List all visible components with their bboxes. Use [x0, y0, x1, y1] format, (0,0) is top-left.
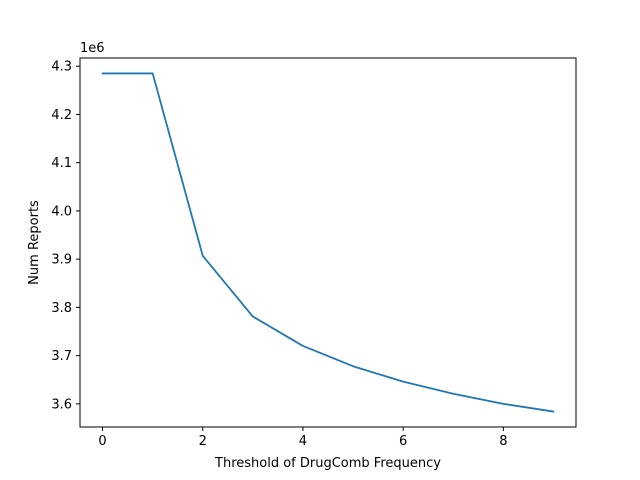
y-tick-label: 4.2 — [51, 108, 72, 123]
y-tick-label: 4.0 — [51, 204, 72, 219]
y-tick-label: 3.6 — [51, 397, 72, 412]
x-tick-label: 4 — [299, 434, 307, 449]
x-axis-title: Threshold of DrugComb Frequency — [214, 456, 441, 471]
x-tick-label: 0 — [98, 434, 106, 449]
y-tick-label: 3.9 — [51, 253, 72, 268]
ticks-layer: 0 2 4 6 8 3.6 3.7 3.8 3.9 4.0 4.1 4.2 4.3 — [51, 60, 507, 449]
series-layer — [101, 72, 555, 413]
x-tick-label: 2 — [199, 434, 207, 449]
series-line — [101, 72, 555, 413]
y-axis-title: Num Reports — [27, 200, 42, 285]
y-tick-label: 3.7 — [51, 349, 72, 364]
y-tick-label: 4.3 — [51, 60, 72, 75]
y-tick-label: 3.8 — [51, 301, 72, 316]
y-tick-label: 4.1 — [51, 156, 72, 171]
y-axis-offset-label: 1e6 — [80, 41, 105, 56]
x-tick-label: 8 — [499, 434, 507, 449]
plot-area-frame — [79, 57, 577, 428]
x-tick-label: 6 — [399, 434, 407, 449]
